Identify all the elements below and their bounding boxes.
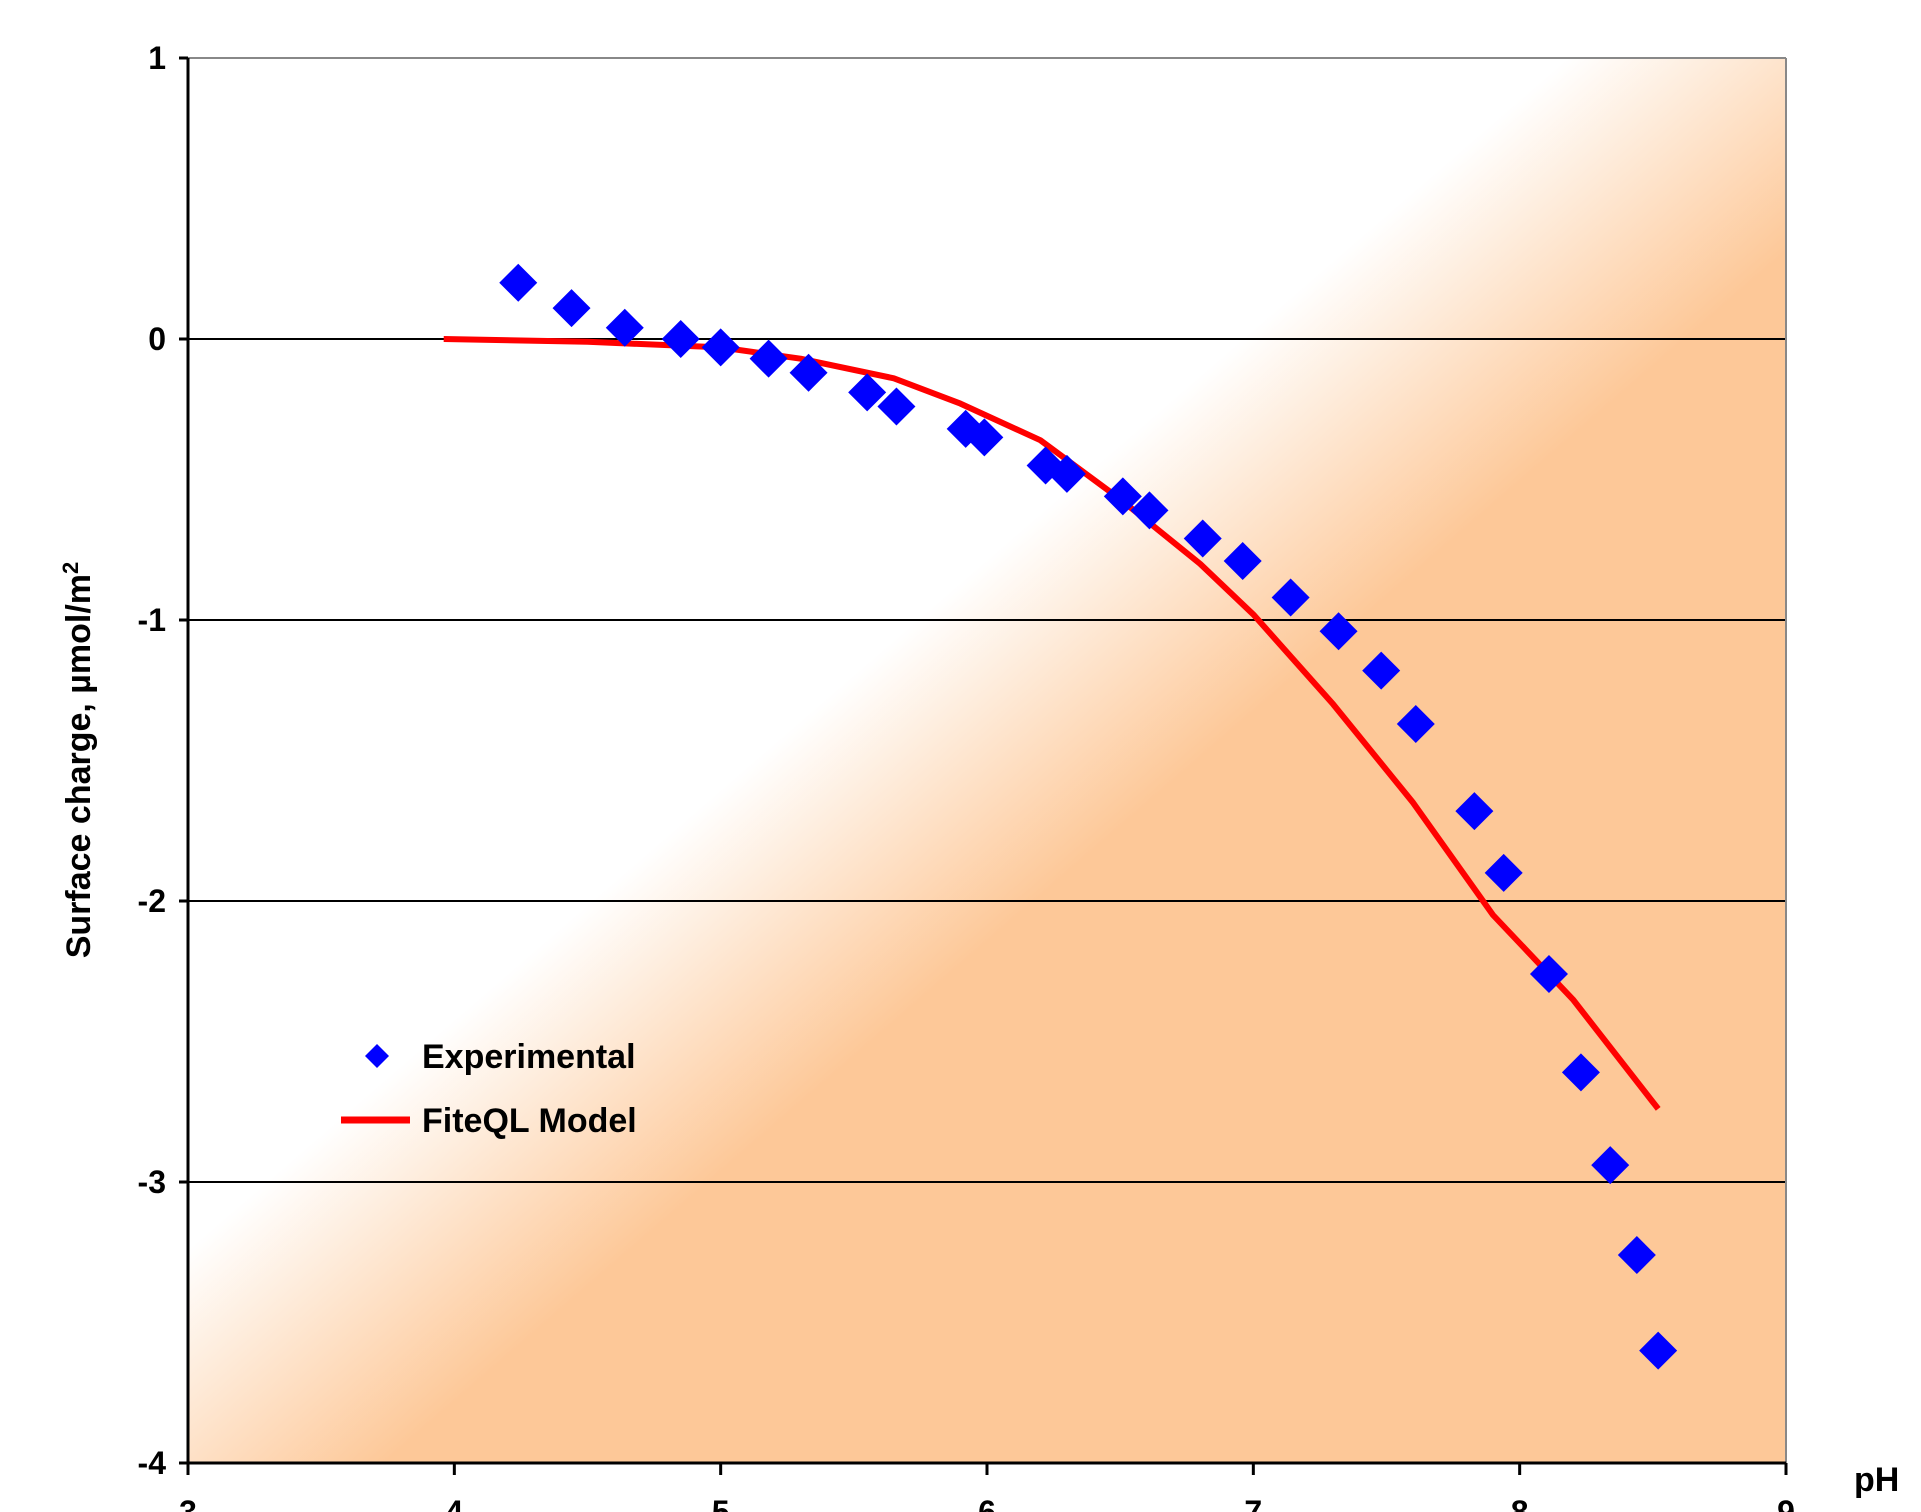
experimental-point — [1617, 1236, 1656, 1275]
experimental-point — [848, 373, 887, 412]
experimental-point — [552, 289, 591, 328]
experimental-point — [499, 263, 538, 302]
y-tick-label-3: -2 — [138, 883, 166, 919]
experimental-point — [1484, 853, 1523, 892]
experimental-point — [965, 418, 1004, 457]
series-layer — [443, 263, 1678, 1370]
experimental-point — [1130, 491, 1169, 530]
legend-label-experimental: Experimental — [422, 1038, 636, 1076]
y-tick-labels: 1 0 -1 -2 -3 -4 — [138, 40, 167, 1481]
experimental-point — [1591, 1146, 1630, 1185]
legend: Experimental FiteQL Model — [341, 1038, 637, 1140]
y-tick-label-5: -4 — [138, 1445, 167, 1481]
legend-marker-experimental — [365, 1044, 389, 1068]
experimental-point — [1319, 612, 1358, 651]
experimental-point — [661, 320, 700, 358]
experimental-point — [1103, 477, 1142, 516]
experimental-point — [1529, 955, 1568, 994]
y-tick-label-0: 1 — [148, 40, 166, 76]
experimental-point — [1639, 1331, 1678, 1370]
experimental-point — [1183, 519, 1222, 558]
y-tick-label-4: -3 — [138, 1164, 166, 1200]
x-tick-label-6: 9 — [1777, 1494, 1795, 1512]
experimental-point — [1396, 704, 1435, 743]
plot-area — [188, 58, 1786, 1463]
experimental-point — [701, 328, 740, 367]
x-tick-label-4: 7 — [1244, 1494, 1262, 1512]
x-axis-title: pH — [1854, 1461, 1899, 1499]
x-tick-label-3: 6 — [978, 1494, 996, 1512]
experimental-point — [1271, 578, 1310, 617]
experimental-point — [789, 353, 828, 392]
experimental-point — [1561, 1053, 1600, 1092]
experimental-point — [1362, 651, 1401, 690]
experimental-point — [1047, 454, 1086, 493]
y-axis-title-superscript: 2 — [58, 562, 83, 574]
axes — [179, 56, 1788, 1475]
x-tick-label-5: 8 — [1511, 1494, 1529, 1512]
legend-label-fiteql: FiteQL Model — [422, 1102, 637, 1140]
x-tick-label-2: 5 — [712, 1494, 730, 1512]
experimental-point — [1455, 792, 1494, 831]
y-tick-label-1: 0 — [148, 321, 166, 357]
x-tick-label-0: 3 — [179, 1494, 197, 1512]
y-axis-title-text: Surface charge, µmol/m — [60, 574, 98, 958]
experimental-point — [605, 308, 644, 347]
experimental-point — [877, 387, 916, 426]
y-tick-label-2: -1 — [138, 602, 166, 638]
experimental-point — [749, 339, 788, 378]
experimental-point — [1223, 541, 1262, 580]
x-tick-labels: 3 4 5 6 7 8 9 — [179, 1494, 1795, 1512]
y-axis-title: Surface charge, µmol/m2 — [58, 562, 99, 959]
x-tick-label-1: 4 — [445, 1494, 463, 1512]
